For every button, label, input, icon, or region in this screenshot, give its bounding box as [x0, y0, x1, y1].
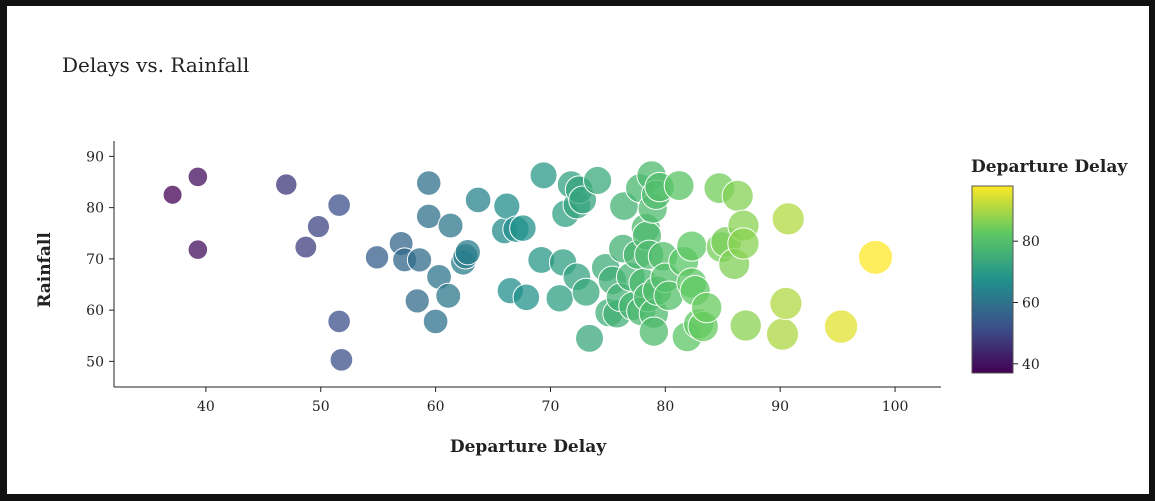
colorbar-gradient-rect: [971, 185, 1014, 374]
scatter-point: [509, 214, 537, 242]
scatter-point: [162, 184, 183, 205]
x-tick-label: 70: [542, 399, 560, 415]
scatter-point: [690, 291, 723, 324]
scatter-point: [306, 215, 331, 239]
colorbar-title: Departure Delay: [971, 157, 1128, 177]
scatter-point: [568, 185, 598, 215]
scatter-point: [769, 286, 803, 321]
colorbar-tick-label: 40: [1022, 357, 1040, 373]
scatter-point: [435, 282, 462, 309]
scatter-point: [406, 247, 433, 273]
scatter-point: [858, 239, 894, 275]
y-tick-label: 70: [86, 252, 104, 268]
chart-svg: Delays vs. Rainfall 40 50 60 70 80 90 100 50 60…: [35, 53, 1128, 457]
scatter-point: [493, 192, 521, 220]
scatter-point: [575, 323, 605, 353]
scatter-point: [571, 277, 601, 307]
scatter-point: [638, 316, 670, 347]
colorbar-ticks: 40 60 80: [1013, 234, 1040, 373]
x-tick-label: 80: [656, 399, 674, 415]
scatter-point: [187, 166, 209, 188]
scatter-point: [663, 170, 695, 202]
scatter-point: [415, 170, 442, 196]
colorbar-tick-label: 60: [1022, 295, 1040, 311]
chart-frame: Delays vs. Rainfall 40 50 60 70 80 90 100 50 60…: [7, 6, 1149, 494]
scatter-point: [464, 186, 492, 214]
x-tick-label: 60: [427, 399, 445, 415]
scatter-point: [721, 179, 754, 212]
x-tick-label: 40: [197, 399, 215, 415]
scatter-point: [454, 239, 481, 266]
chart-title: Delays vs. Rainfall: [62, 53, 249, 77]
scatter-point: [404, 288, 430, 314]
scatter-point: [364, 245, 390, 270]
scatter-point: [676, 230, 708, 262]
scatter-point: [187, 239, 209, 260]
y-tick-label: 90: [86, 149, 104, 165]
scatter-point: [765, 317, 800, 351]
scatter-point: [823, 309, 859, 344]
scatter-point: [729, 309, 762, 342]
x-ticks: 40 50 60 70 80 90 100: [197, 387, 908, 415]
scatter-point: [771, 202, 805, 236]
axes: 40 50 60 70 80 90 100 50 60 70 80 90: [86, 141, 941, 415]
y-axis-title: Rainfall: [35, 232, 55, 308]
x-tick-label: 100: [882, 399, 909, 415]
x-axis-title: Departure Delay: [450, 437, 607, 457]
scatter-point: [583, 165, 613, 196]
scatter-point: [512, 283, 541, 312]
x-tick-label: 50: [312, 399, 330, 415]
y-ticks: 50 60 70 80 90: [86, 149, 114, 370]
scatter-point: [529, 161, 558, 190]
scatter-point: [327, 309, 351, 334]
scatter-point: [437, 212, 464, 239]
scatter-point: [275, 173, 298, 196]
y-tick-label: 60: [86, 303, 104, 319]
scatter-point: [415, 203, 442, 230]
scatter-point: [327, 193, 351, 217]
scatter-points: [162, 160, 894, 372]
scatter-point: [329, 348, 354, 372]
colorbar-tick-label: 80: [1022, 234, 1040, 250]
colorbar: Departure Delay 40 60 80: [971, 157, 1128, 374]
y-tick-label: 80: [86, 201, 104, 217]
x-tick-label: 90: [771, 399, 789, 415]
scatter-point: [422, 308, 449, 335]
scatter-point: [294, 235, 318, 259]
y-tick-label: 50: [86, 354, 104, 370]
scatter-point: [727, 227, 760, 260]
